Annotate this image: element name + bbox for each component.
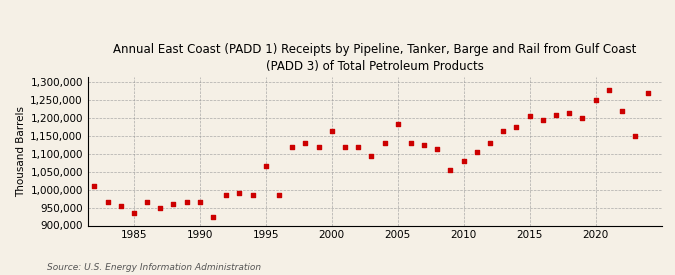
- Point: [261, 164, 271, 169]
- Point: [247, 193, 258, 197]
- Point: [616, 109, 627, 113]
- Point: [194, 200, 205, 204]
- Title: Annual East Coast (PADD 1) Receipts by Pipeline, Tanker, Barge and Rail from Gul: Annual East Coast (PADD 1) Receipts by P…: [113, 43, 637, 73]
- Point: [564, 111, 574, 115]
- Point: [102, 200, 113, 204]
- Point: [471, 150, 482, 154]
- Point: [326, 128, 337, 133]
- Point: [115, 204, 126, 208]
- Point: [406, 141, 416, 145]
- Point: [182, 200, 192, 204]
- Point: [340, 145, 350, 149]
- Point: [485, 141, 495, 145]
- Point: [590, 98, 601, 103]
- Point: [537, 118, 548, 122]
- Point: [577, 116, 588, 120]
- Point: [379, 141, 390, 145]
- Point: [76, 171, 86, 176]
- Point: [603, 87, 614, 92]
- Point: [287, 145, 298, 149]
- Point: [300, 141, 310, 145]
- Point: [142, 200, 153, 204]
- Text: Source: U.S. Energy Information Administration: Source: U.S. Energy Information Administ…: [47, 263, 261, 272]
- Y-axis label: Thousand Barrels: Thousand Barrels: [16, 106, 26, 197]
- Point: [524, 114, 535, 119]
- Point: [208, 214, 219, 219]
- Point: [551, 112, 562, 117]
- Point: [234, 191, 245, 196]
- Point: [353, 145, 364, 149]
- Point: [313, 145, 324, 149]
- Point: [432, 146, 443, 151]
- Point: [155, 205, 165, 210]
- Point: [643, 91, 653, 95]
- Point: [511, 125, 522, 129]
- Point: [458, 159, 469, 163]
- Point: [418, 143, 429, 147]
- Point: [221, 193, 232, 197]
- Point: [392, 121, 403, 126]
- Point: [445, 168, 456, 172]
- Point: [273, 193, 284, 197]
- Point: [498, 128, 509, 133]
- Point: [168, 202, 179, 206]
- Point: [366, 153, 377, 158]
- Point: [89, 184, 100, 188]
- Point: [630, 134, 641, 138]
- Point: [128, 211, 139, 215]
